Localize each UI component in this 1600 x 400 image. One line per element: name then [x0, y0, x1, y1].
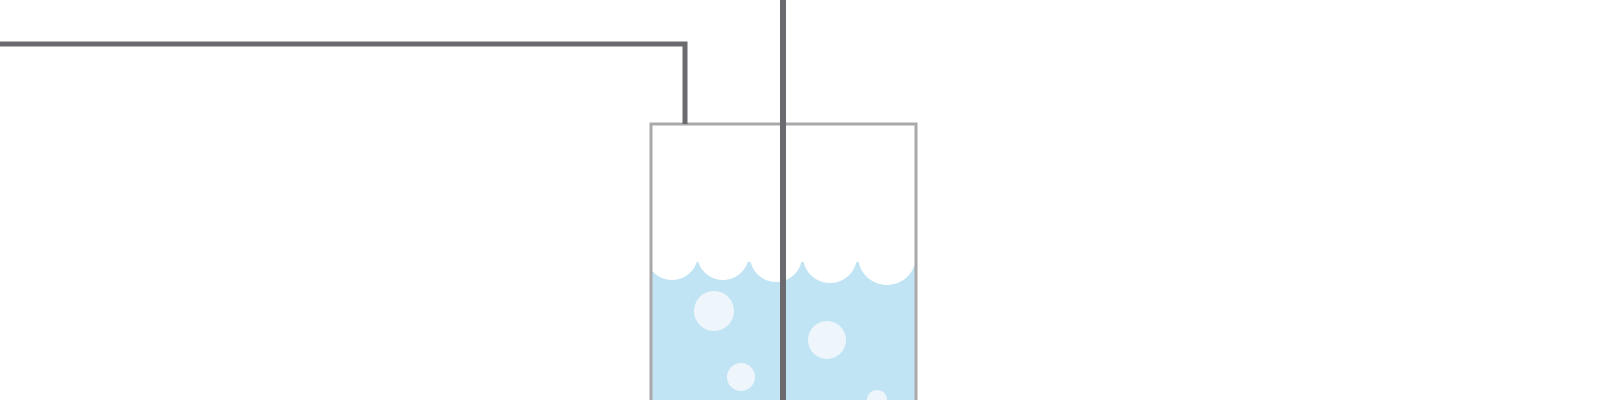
bubble: [727, 363, 755, 391]
bubble: [808, 321, 846, 359]
bubble: [694, 291, 734, 331]
left-electrode-wire: [0, 41, 688, 124]
bubble: [867, 390, 887, 400]
